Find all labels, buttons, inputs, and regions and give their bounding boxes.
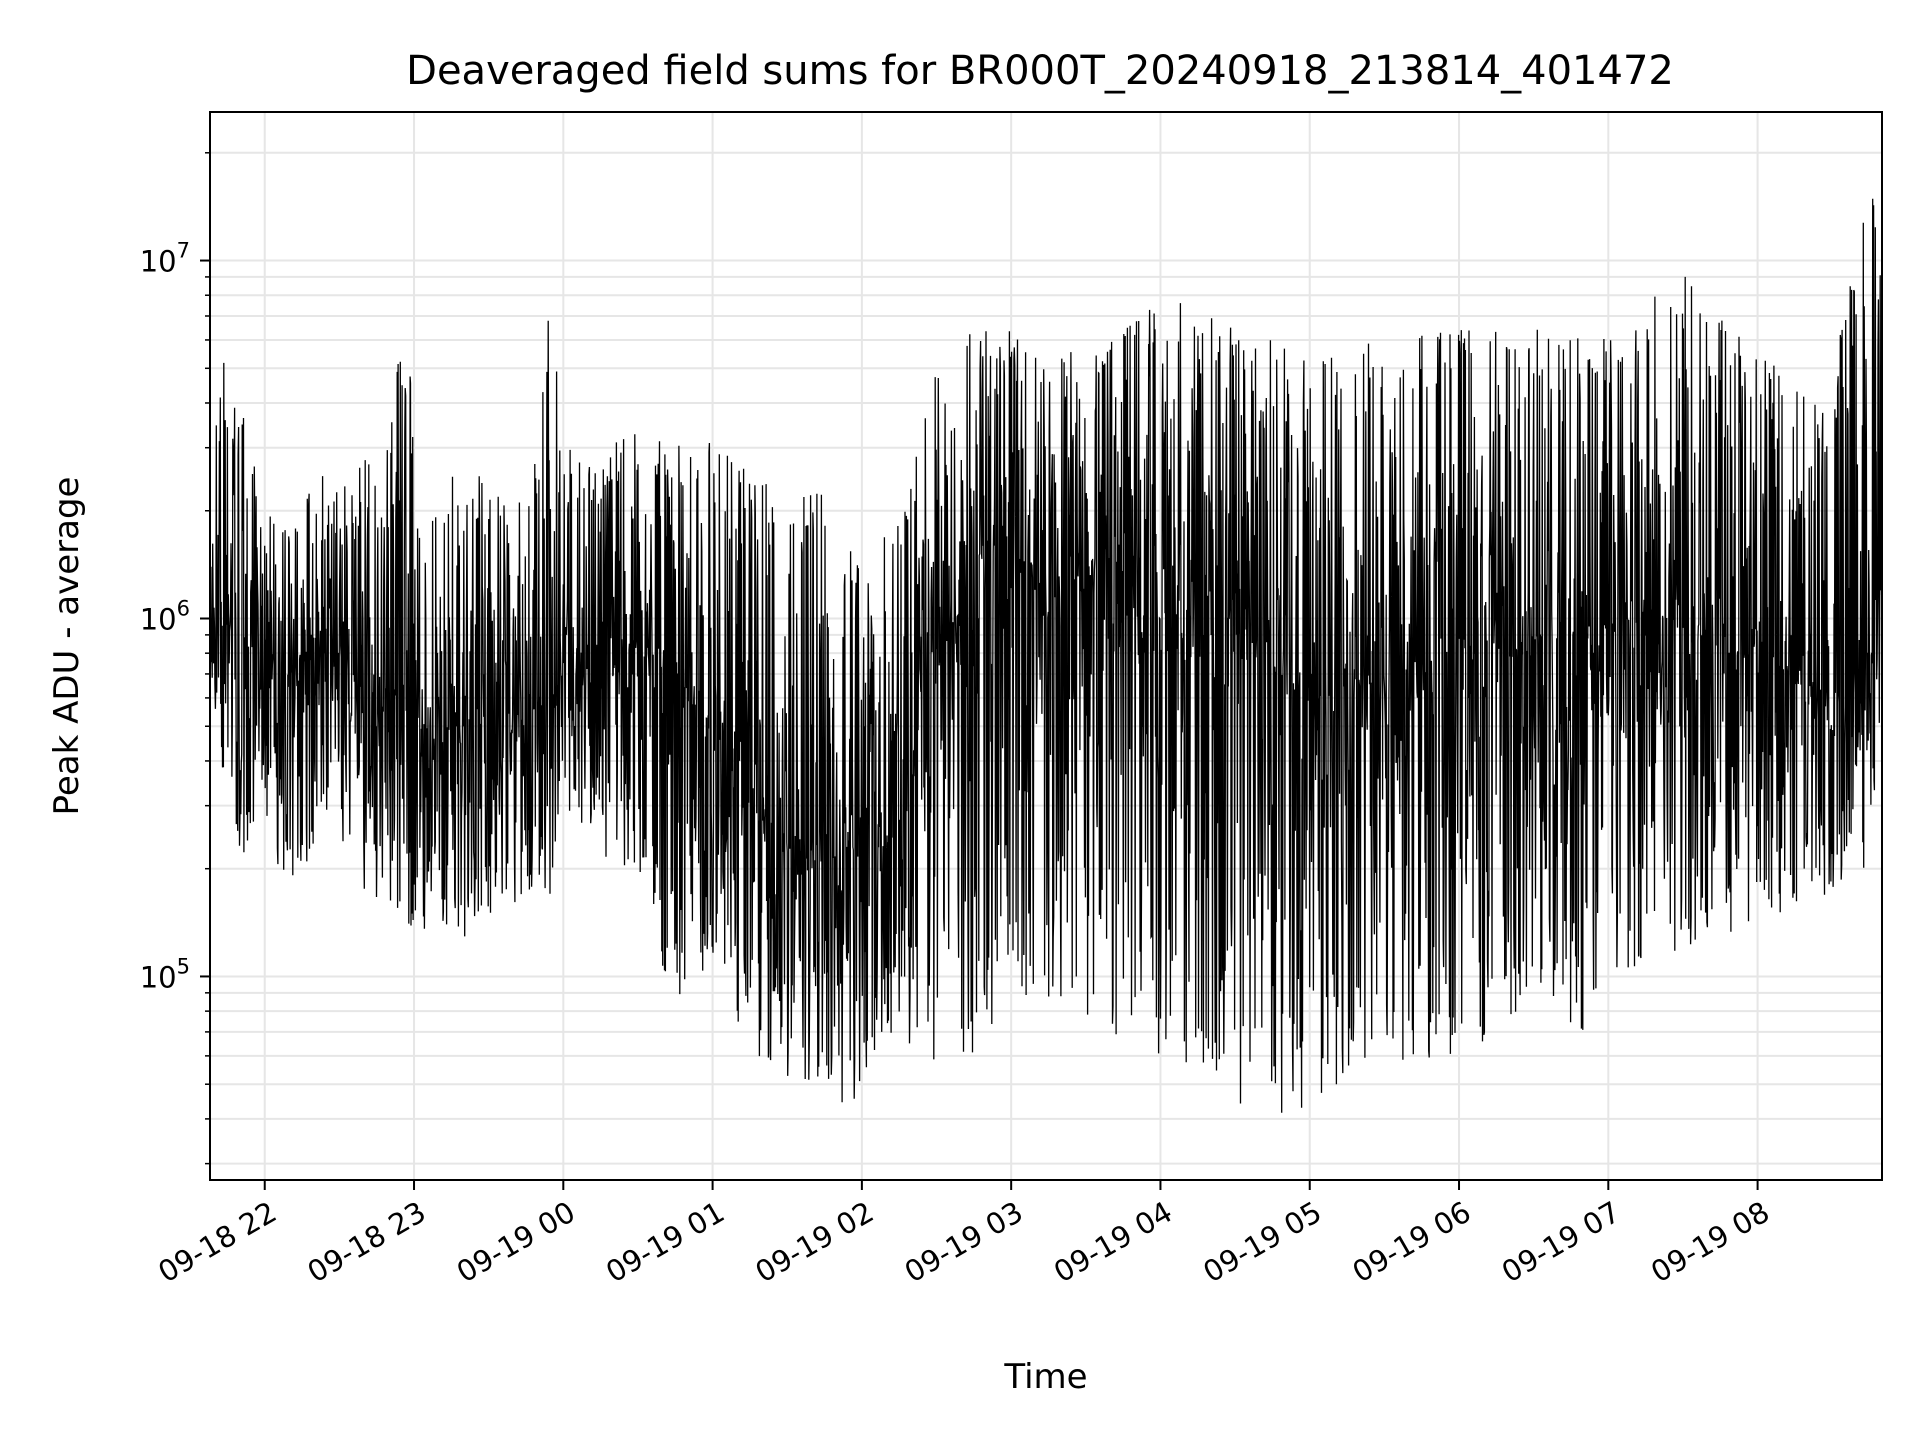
y-tick-label: 105 [140,954,190,994]
data-series-line [209,198,1883,1113]
data-line [209,198,1883,1113]
y-tick-label-text: 107 [140,239,190,279]
y-tick-label-text: 105 [140,954,190,994]
y-tick-label: 107 [140,239,190,279]
y-tick-exponent: 5 [177,954,190,978]
y-tick-base: 10 [140,960,177,994]
y-tick-base: 10 [140,602,177,636]
chart-title: Deaveraged field sums for BR000T_2024091… [406,48,1674,94]
y-tick-label: 106 [140,596,190,636]
y-axis-label: Peak ADU - average [47,477,87,816]
y-tick-exponent: 7 [177,239,190,263]
plot-frame [209,111,1883,1181]
y-tick-label-text: 106 [140,596,190,636]
y-tick-base: 10 [140,245,177,279]
y-tick-exponent: 6 [177,596,190,620]
x-axis-label: Time [1003,1357,1087,1397]
